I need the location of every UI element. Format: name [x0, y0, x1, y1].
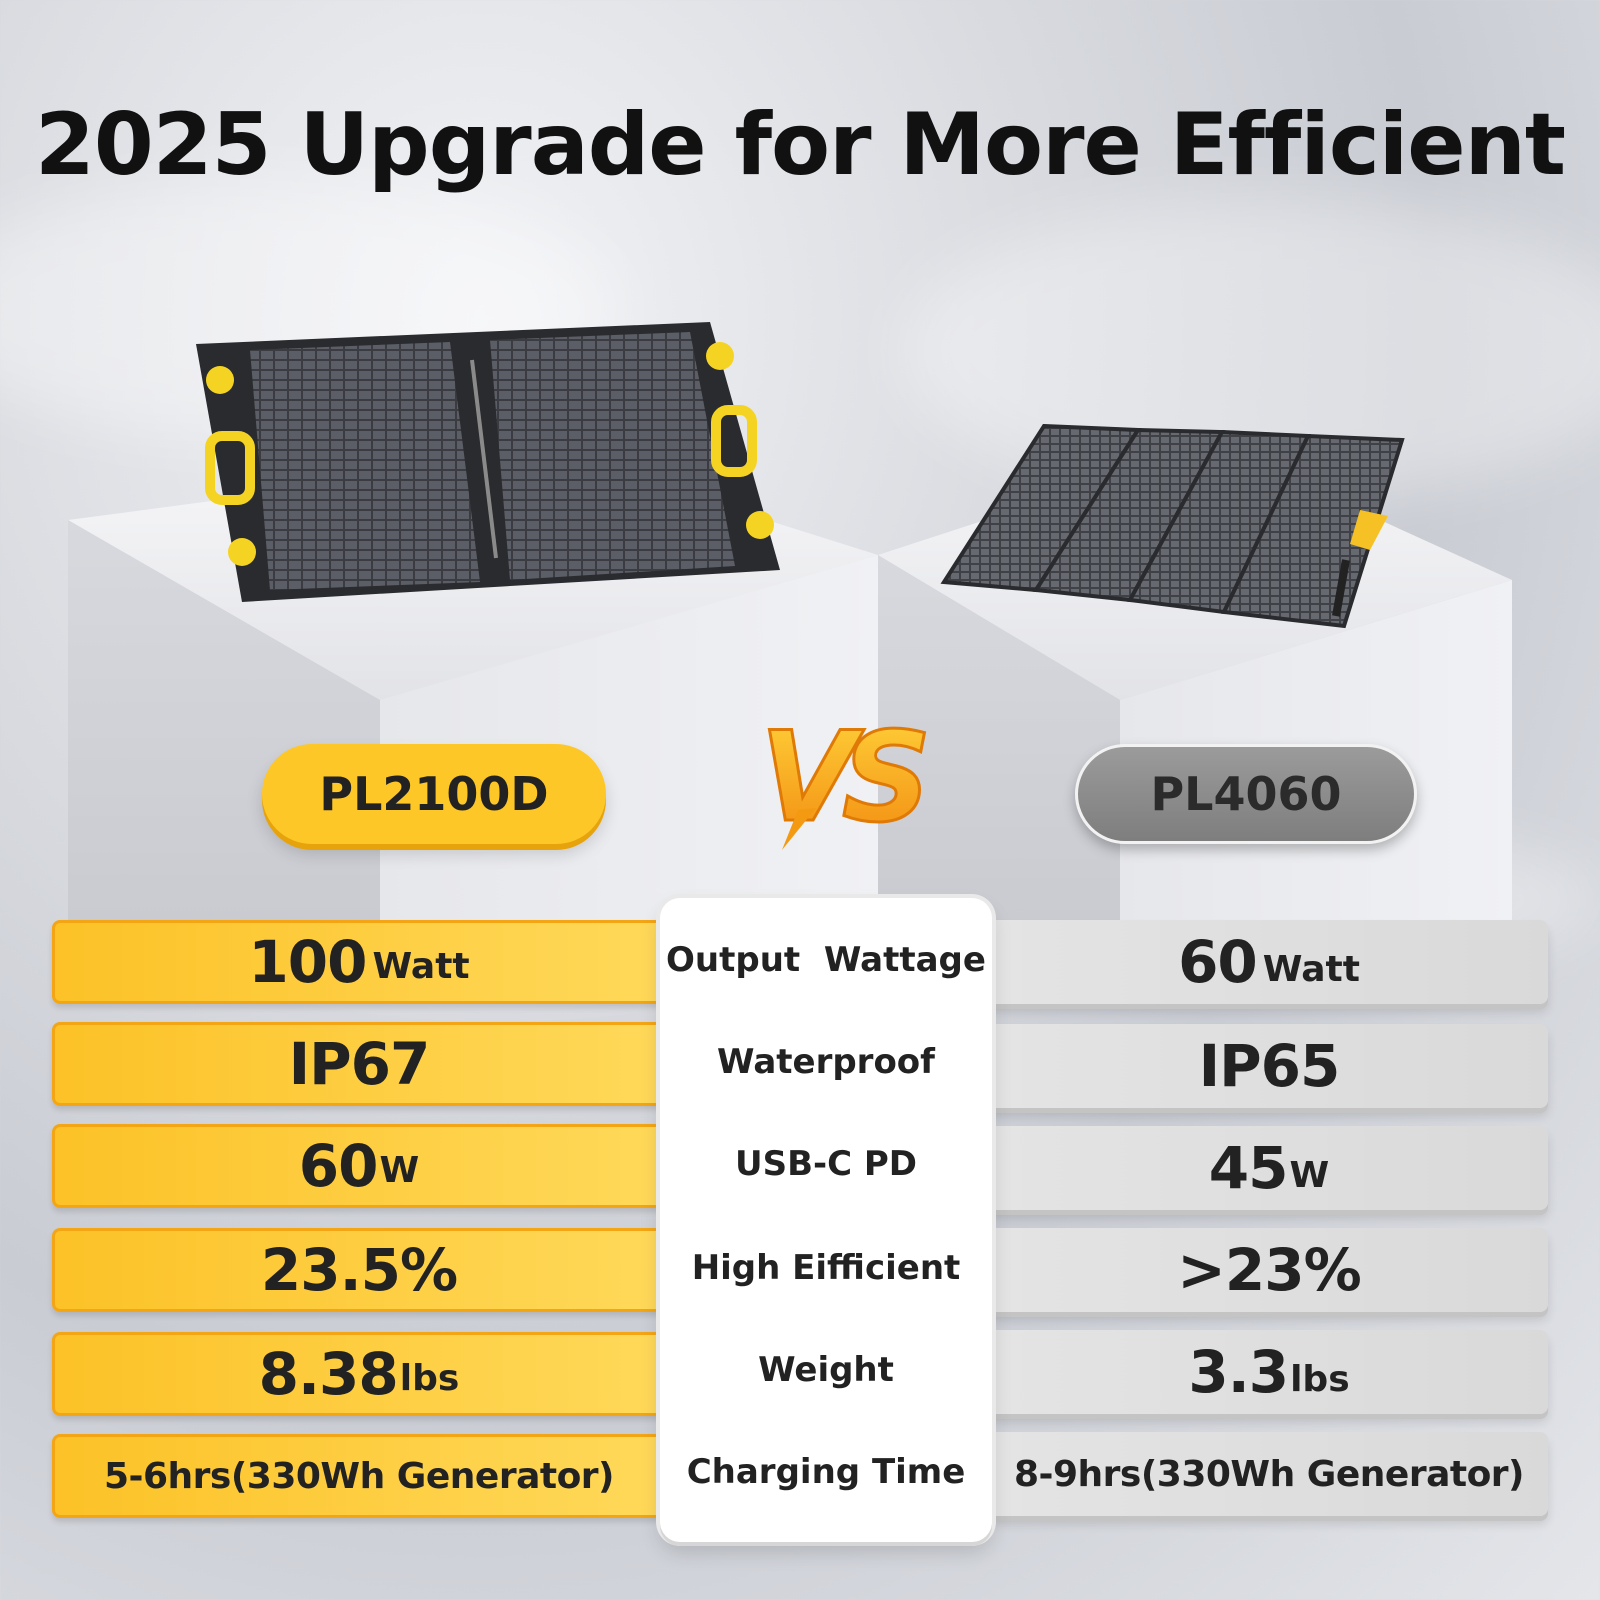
spec-right-efficiency: >23%	[990, 1228, 1548, 1312]
spec-left-usb-c-pd: 60 W	[52, 1124, 666, 1208]
spec-label-usb-c-pd: USB-C PD	[734, 1144, 918, 1184]
spec-label-efficiency: High Eifficient	[691, 1248, 961, 1288]
spec-right-charging-time: 8-9hrs(330Wh Generator)	[990, 1432, 1548, 1516]
spec-label-card	[660, 898, 992, 1542]
spec-right-usb-c-pd: 45 W	[990, 1126, 1548, 1210]
vs-logo: VS	[759, 705, 933, 852]
solar-panel-right-image	[940, 423, 1405, 629]
spec-left-efficiency: 23.5%	[52, 1228, 666, 1312]
spec-right-weight: 3.3 lbs	[990, 1330, 1548, 1414]
spec-left-waterproof: IP67	[52, 1022, 666, 1106]
spec-label-weight: Weight	[758, 1350, 894, 1390]
spec-left-weight: 8.38 lbs	[52, 1332, 666, 1416]
spec-left-charging-time: 5-6hrs(330Wh Generator)	[52, 1434, 666, 1518]
spec-left-output-wattage: 100 Watt	[52, 920, 666, 1004]
spec-right-output-wattage: 60 Watt	[990, 920, 1548, 1004]
solar-panel-left-image	[196, 322, 780, 602]
spec-label-output-wattage: Output Wattage	[666, 940, 986, 980]
spec-right-waterproof: IP65	[990, 1024, 1548, 1108]
spec-label-charging-time: Charging Time	[686, 1452, 966, 1492]
vs-label: VS	[760, 706, 925, 850]
page-title: 2025 Upgrade for More Efficient	[35, 95, 1566, 195]
model-badge-pl4060: PL4060	[1075, 744, 1417, 844]
model-badge-pl2100d: PL2100D	[262, 744, 606, 844]
spec-label-waterproof: Waterproof	[717, 1042, 935, 1082]
pedestal-right-front	[878, 555, 1120, 920]
